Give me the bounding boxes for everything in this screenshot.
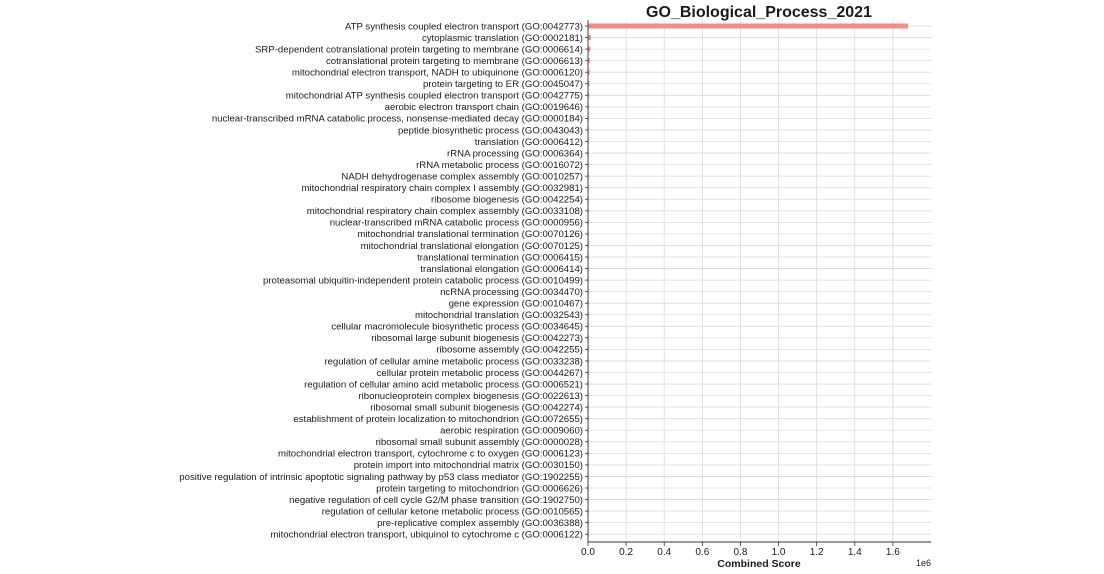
category-label: regulation of cellular ketone metabolic … xyxy=(322,506,583,517)
x-axis-title: Combined Score xyxy=(717,558,801,570)
x-tick-label: 1.2 xyxy=(810,547,824,558)
category-label: mitochondrial respiratory chain complex … xyxy=(301,183,583,194)
category-label: mitochondrial electron transport, NADH t… xyxy=(292,68,583,79)
category-label: regulation of cellular amine metabolic p… xyxy=(324,356,583,367)
category-label: pre-replicative complex assembly (GO:003… xyxy=(377,518,583,529)
category-label: proteasomal ubiquitin-independent protei… xyxy=(263,275,583,286)
bar xyxy=(588,46,591,52)
bar xyxy=(588,92,590,98)
bar xyxy=(588,23,909,29)
chart-title: GO_Biological_Process_2021 xyxy=(646,4,872,21)
bar xyxy=(588,58,590,64)
category-label: NADH dehydrogenase complex assembly (GO:… xyxy=(341,171,583,182)
category-label: ribonucleoprotein complex biogenesis (GO… xyxy=(358,391,583,402)
category-label: translational elongation (GO:0006414) xyxy=(420,264,583,275)
x-tick-label: 0.0 xyxy=(581,547,595,558)
category-label: mitochondrial electron transport, cytoch… xyxy=(278,449,583,460)
category-label: peptide biosynthetic process (GO:0043043… xyxy=(398,125,583,136)
category-label: mitochondrial translation (GO:0032543) xyxy=(415,310,583,321)
x-tick-label: 1.6 xyxy=(886,547,900,558)
category-label: protein import into mitochondrial matrix… xyxy=(354,460,583,471)
category-label: ncRNA processing (GO:0034470) xyxy=(440,287,583,298)
category-label: mitochondrial translational termination … xyxy=(357,229,583,240)
grid-layer xyxy=(587,20,931,542)
category-label: rRNA metabolic process (GO:0016072) xyxy=(416,160,583,171)
x-axis: 0.0 0.2 0.4 0.6 0.8 1.0 1.2 1.4 1.6 xyxy=(581,20,931,558)
category-labels: ATP synthesis coupled electron transport… xyxy=(179,21,583,540)
x-tick-label: 0.2 xyxy=(619,547,633,558)
category-label: regulation of cellular amino acid metabo… xyxy=(304,379,583,390)
category-label: aerobic respiration (GO:0009060) xyxy=(440,426,583,437)
x-tick-label: 1.0 xyxy=(772,547,786,558)
category-label: nuclear-transcribed mRNA catabolic proce… xyxy=(330,218,583,229)
category-label: ATP synthesis coupled electron transport… xyxy=(345,21,583,32)
category-label: nuclear-transcribed mRNA catabolic proce… xyxy=(212,114,583,125)
x-tick-label: 0.4 xyxy=(657,547,671,558)
category-label: protein targeting to ER (GO:0045047) xyxy=(423,79,583,90)
category-label: ribosomal small subunit assembly (GO:000… xyxy=(376,437,583,448)
category-label: cellular protein metabolic process (GO:0… xyxy=(377,368,583,379)
bar xyxy=(588,81,590,87)
category-label: cellular macromolecule biosynthetic proc… xyxy=(331,322,583,333)
category-label: mitochondrial respiratory chain complex … xyxy=(307,206,583,217)
category-label: aerobic electron transport chain (GO:001… xyxy=(385,102,583,113)
category-label: mitochondrial ATP synthesis coupled elec… xyxy=(286,91,583,102)
category-label: SRP-dependent cotranslational protein ta… xyxy=(255,44,583,55)
category-label: positive regulation of intrinsic apoptot… xyxy=(179,472,583,483)
category-label: ribosome biogenesis (GO:0042254) xyxy=(431,195,583,206)
category-label: gene expression (GO:0010467) xyxy=(449,299,583,310)
category-label: translation (GO:0006412) xyxy=(475,137,583,148)
x-axis-exponent: 1e6 xyxy=(916,558,931,568)
category-label: mitochondrial electron transport, ubiqui… xyxy=(271,530,584,541)
category-label: establishment of protein localization to… xyxy=(293,414,583,425)
x-tick-label: 0.6 xyxy=(695,547,709,558)
bar xyxy=(588,69,590,75)
bar xyxy=(588,35,591,41)
category-label: rRNA processing (GO:0006364) xyxy=(447,148,583,159)
bar xyxy=(588,104,589,110)
category-label: cotranslational protein targeting to mem… xyxy=(326,56,583,67)
category-label: negative regulation of cell cycle G2/M p… xyxy=(289,495,583,506)
category-label: ribosome assembly (GO:0042255) xyxy=(436,345,583,356)
category-label: cytoplasmic translation (GO:0002181) xyxy=(422,33,583,44)
category-label: ribosomal small subunit biogenesis (GO:0… xyxy=(370,402,583,413)
x-tick-label: 1.4 xyxy=(848,547,862,558)
x-tick-label: 0.8 xyxy=(733,547,747,558)
category-label: translational termination (GO:0006415) xyxy=(417,252,583,263)
category-label: ribosomal large subunit biogenesis (GO:0… xyxy=(371,333,583,344)
category-label: protein targeting to mitochondrion (GO:0… xyxy=(376,483,583,494)
category-label: mitochondrial translational elongation (… xyxy=(361,241,583,252)
